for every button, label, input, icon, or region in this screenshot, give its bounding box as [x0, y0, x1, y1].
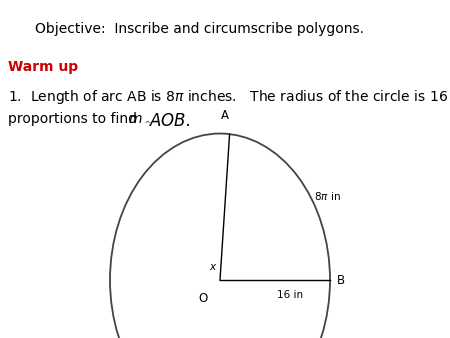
- Text: proportions to find: proportions to find: [8, 112, 141, 126]
- Text: A: A: [220, 109, 229, 122]
- Text: x: x: [209, 262, 215, 272]
- Text: B: B: [337, 273, 345, 287]
- Text: Objective:  Inscribe and circumscribe polygons.: Objective: Inscribe and circumscribe pol…: [35, 22, 364, 36]
- Text: $m$: $m$: [128, 112, 143, 126]
- Text: O: O: [199, 292, 208, 305]
- Text: Warm up: Warm up: [8, 60, 78, 74]
- Text: 1.  Length of arc AB is $8\pi$ inches.   The radius of the circle is 16 inches. : 1. Length of arc AB is $8\pi$ inches. Th…: [8, 88, 450, 106]
- Text: 16 in: 16 in: [277, 290, 303, 300]
- Text: $\widehat{\,\,}$AOB.: $\widehat{\,\,}$AOB.: [144, 112, 190, 130]
- Text: $8\pi$ in: $8\pi$ in: [314, 190, 341, 202]
